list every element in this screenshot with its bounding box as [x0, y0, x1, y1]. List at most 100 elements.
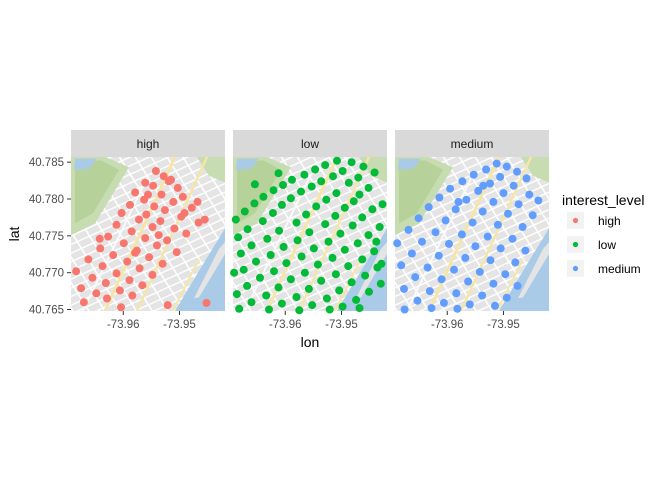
data-point-low	[317, 276, 326, 285]
facet-panel-low: low	[230, 130, 387, 315]
data-point-medium	[469, 170, 478, 179]
data-point-high	[112, 269, 121, 278]
data-point-high	[127, 227, 136, 236]
data-point-high	[142, 210, 151, 219]
data-point-low	[240, 207, 249, 216]
data-point-low	[293, 236, 302, 245]
data-point-high	[173, 183, 182, 192]
data-point-medium	[427, 304, 436, 313]
data-point-medium	[450, 265, 458, 274]
data-point-medium	[522, 174, 531, 183]
data-point-low	[266, 251, 275, 259]
data-point-medium	[413, 296, 422, 305]
data-point-low	[230, 268, 239, 277]
data-point-medium	[499, 189, 508, 198]
data-point-high	[141, 234, 150, 243]
x-tick-label: -73.96	[431, 319, 464, 331]
data-point-high	[160, 206, 169, 215]
data-point-high	[187, 203, 196, 212]
data-point-low	[304, 284, 313, 293]
data-point-low	[368, 205, 377, 214]
data-point-medium	[465, 300, 474, 309]
data-point-medium	[502, 293, 511, 302]
data-point-low	[274, 169, 283, 178]
legend-label-high: high	[598, 214, 621, 228]
data-point-low	[292, 218, 301, 227]
data-point-high	[104, 232, 113, 241]
data-point-low	[322, 195, 331, 204]
y-tick-label: 40.770	[29, 268, 64, 280]
data-point-medium	[439, 298, 448, 307]
data-point-high	[95, 234, 104, 243]
points-layer-low	[230, 156, 387, 315]
x-tick-label: -73.96	[269, 319, 302, 331]
data-point-medium	[458, 177, 467, 186]
data-point-low	[358, 213, 367, 222]
data-point-high	[156, 217, 165, 226]
strip-label-medium: medium	[451, 137, 494, 151]
data-point-high	[153, 241, 161, 250]
data-point-high	[151, 167, 160, 175]
facet-panel-high: high	[71, 130, 225, 312]
data-point-low	[349, 197, 358, 206]
data-point-low	[359, 162, 368, 171]
data-point-low	[370, 168, 379, 177]
data-point-high	[98, 262, 107, 271]
data-point-low	[325, 305, 334, 314]
data-point-high	[182, 229, 191, 238]
data-point-medium	[514, 200, 523, 209]
data-point-low	[347, 158, 356, 167]
data-point-high	[109, 251, 118, 259]
data-point-high	[131, 248, 140, 257]
data-point-low	[311, 165, 320, 174]
data-point-high	[200, 215, 209, 224]
data-point-low	[232, 290, 241, 299]
data-point-medium	[496, 244, 505, 253]
data-point-medium	[437, 275, 446, 284]
data-point-medium	[434, 251, 443, 260]
data-point-low	[375, 223, 384, 231]
data-point-low	[270, 267, 278, 276]
data-point-medium	[474, 186, 483, 195]
data-point-low	[344, 178, 353, 187]
x-tick-label: -73.95	[325, 319, 358, 331]
data-point-low	[333, 156, 341, 165]
data-point-high	[193, 197, 202, 206]
data-point-low	[269, 186, 278, 195]
data-point-medium	[454, 197, 463, 206]
data-point-high	[154, 231, 163, 240]
data-point-low	[338, 302, 347, 311]
strip-background	[395, 130, 549, 157]
data-point-high	[144, 190, 152, 199]
x-tick-label: -73.96	[107, 319, 140, 331]
data-point-medium	[471, 242, 480, 251]
strip-background	[71, 130, 225, 157]
data-point-high	[119, 239, 128, 248]
data-point-medium	[486, 256, 495, 265]
data-point-medium	[475, 267, 484, 276]
data-point-medium	[462, 195, 471, 204]
data-point-high	[77, 284, 86, 293]
legend-label-medium: medium	[598, 262, 641, 276]
data-point-medium	[525, 190, 534, 199]
data-point-high	[169, 197, 178, 206]
facet-panel-medium: medium	[393, 130, 549, 314]
data-point-low	[252, 257, 260, 266]
data-point-low	[259, 192, 268, 201]
data-point-medium	[451, 205, 460, 214]
data-point-low	[355, 190, 364, 199]
data-point-low	[250, 180, 259, 189]
data-point-low	[313, 260, 322, 269]
data-point-low	[361, 271, 370, 280]
data-point-low	[258, 217, 267, 226]
data-point-low	[344, 262, 353, 271]
data-point-low	[231, 215, 240, 224]
data-point-low	[286, 194, 295, 203]
data-point-low	[295, 306, 304, 315]
data-point-medium	[534, 196, 543, 205]
data-point-medium	[411, 273, 420, 282]
data-point-low	[308, 301, 317, 310]
data-point-medium	[431, 228, 440, 237]
data-point-low	[365, 287, 373, 296]
